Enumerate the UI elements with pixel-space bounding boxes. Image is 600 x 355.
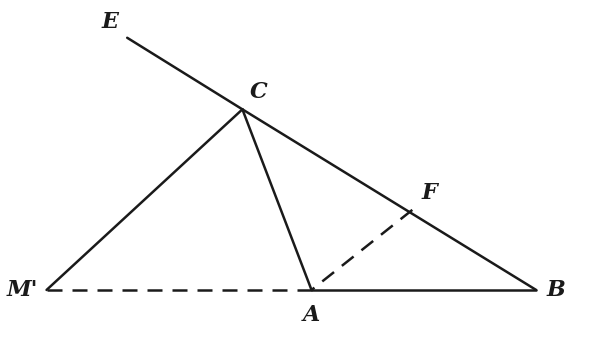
Text: F: F — [422, 182, 437, 204]
Text: M': M' — [7, 279, 38, 301]
Text: E: E — [101, 11, 119, 33]
Text: C: C — [250, 81, 268, 103]
Text: B: B — [547, 279, 565, 301]
Text: A: A — [303, 304, 320, 326]
